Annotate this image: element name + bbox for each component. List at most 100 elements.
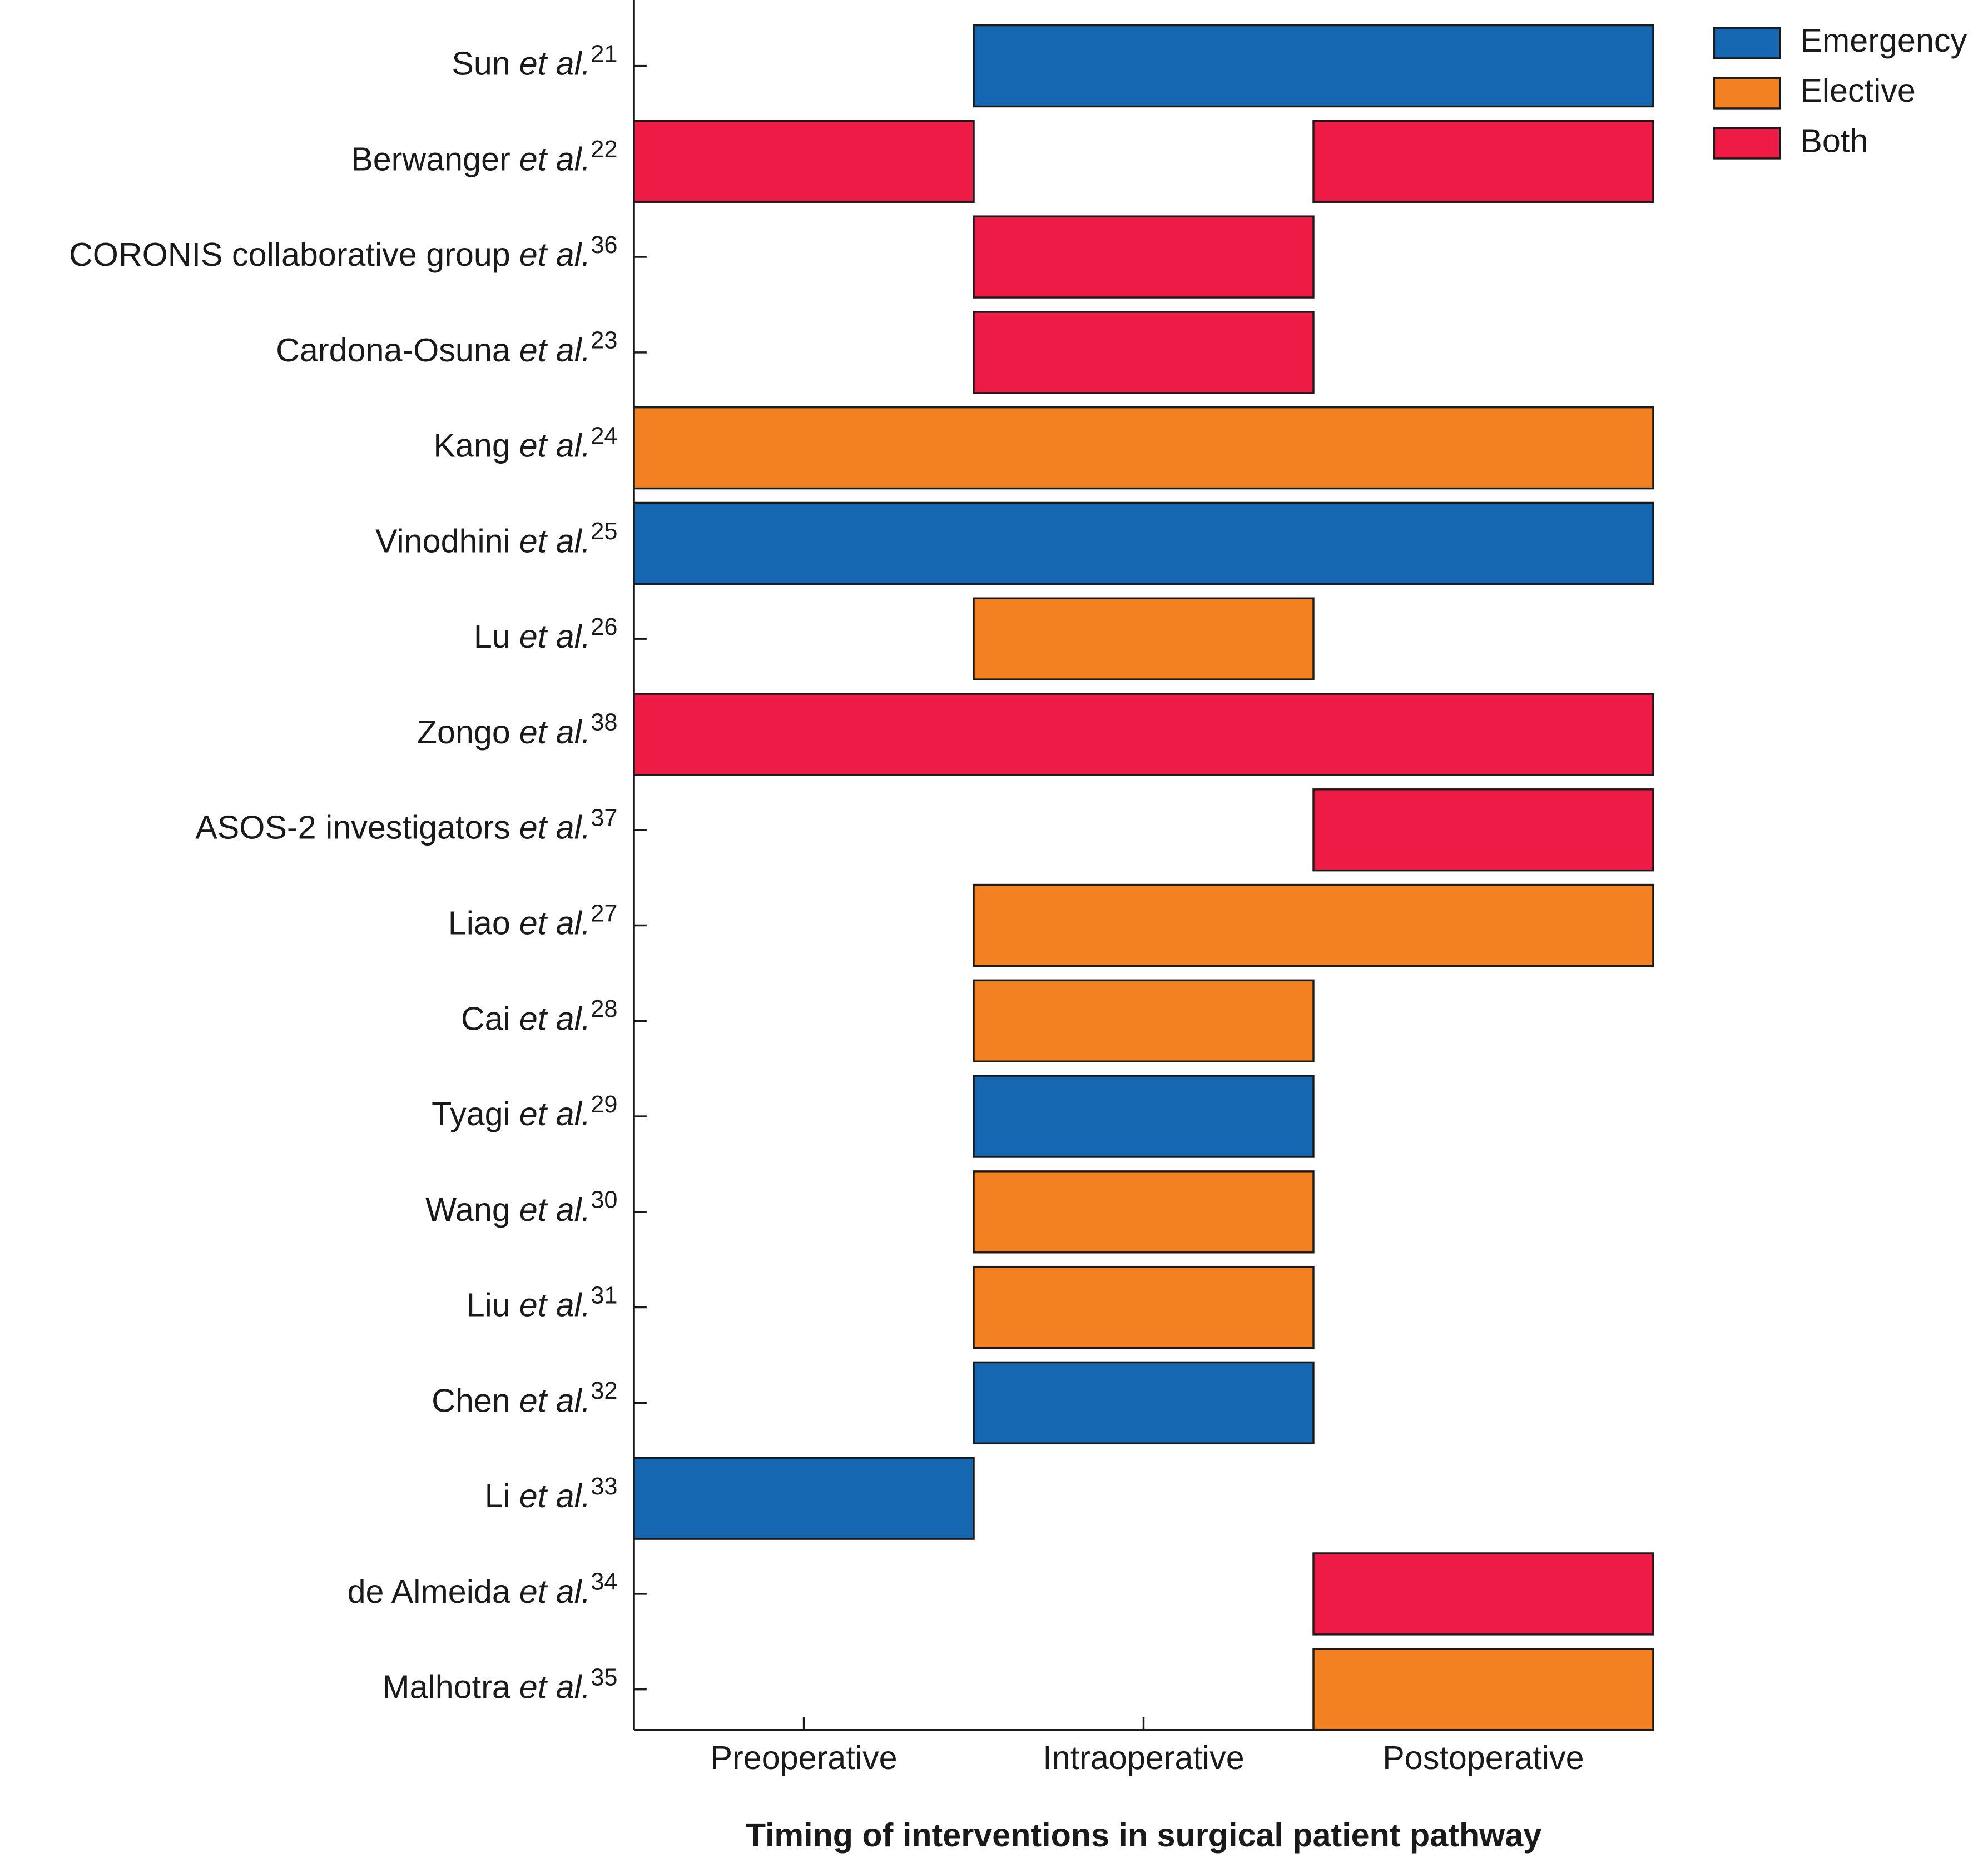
bar: [633, 501, 1654, 585]
row-label: Sun et al.21: [452, 41, 617, 82]
study-name: Berwanger: [351, 140, 510, 177]
study-suffix: et al.: [519, 1382, 591, 1419]
study-suffix: et al.: [519, 1668, 591, 1705]
x-tick-label: Postoperative: [1382, 1739, 1584, 1776]
bar: [1312, 120, 1654, 203]
bar: [1312, 1648, 1654, 1731]
study-ref: 23: [591, 327, 617, 354]
study-ref: 36: [591, 232, 617, 259]
legend-label: Emergency: [1800, 22, 1967, 59]
row-label: Cai et al.28: [461, 996, 618, 1036]
row-label: Berwanger et al.22: [351, 137, 617, 177]
study-name: Zongo: [417, 713, 510, 751]
x-tick-label: Preoperative: [711, 1739, 898, 1776]
study-name: Li: [485, 1477, 510, 1514]
study-name: Wang: [425, 1190, 510, 1228]
study-name: CORONIS collaborative group: [69, 236, 510, 273]
row-label: Chen et al.32: [432, 1378, 617, 1419]
row-label: Kang et al.24: [433, 423, 617, 464]
legend-swatch: [1713, 77, 1781, 110]
bar: [633, 406, 1654, 490]
legend-swatch: [1713, 127, 1781, 160]
study-suffix: et al.: [519, 1095, 591, 1132]
legend-label: Both: [1800, 122, 1868, 159]
row-label: Cardona-Osuna et al.23: [276, 327, 617, 368]
study-suffix: et al.: [519, 1286, 591, 1323]
study-name: Liu: [467, 1286, 510, 1323]
study-name: Tyagi: [432, 1095, 510, 1132]
study-suffix: et al.: [519, 713, 591, 751]
bar: [633, 693, 1654, 776]
bar: [973, 1361, 1315, 1445]
study-name: de Almeida: [348, 1573, 510, 1610]
row-label: Wang et al.30: [425, 1187, 617, 1228]
x-tick-label: Intraoperative: [1043, 1739, 1244, 1776]
study-name: Lu: [474, 618, 510, 655]
bar: [973, 883, 1654, 967]
study-ref: 37: [591, 805, 617, 832]
study-name: Vinodhini: [375, 522, 510, 559]
study-ref: 27: [591, 901, 617, 927]
study-name: ASOS-2 investigators: [195, 808, 510, 846]
study-suffix: et al.: [519, 140, 591, 177]
study-ref: 31: [591, 1283, 617, 1309]
study-name: Chen: [432, 1382, 510, 1419]
row-label: Li et al.33: [485, 1473, 618, 1514]
study-name: Liao: [448, 904, 510, 941]
study-ref: 21: [591, 41, 617, 68]
study-ref: 33: [591, 1473, 617, 1500]
study-suffix: et al.: [519, 522, 591, 559]
x-axis-title: Timing of interventions in surgical pati…: [746, 1816, 1541, 1854]
study-ref: 25: [591, 519, 617, 545]
row-label: Zongo et al.38: [417, 709, 618, 750]
row-label: Liao et al.27: [448, 901, 618, 941]
legend-swatch: [1713, 27, 1781, 59]
row-label: Tyagi et al.29: [432, 1091, 617, 1132]
row-label: Liu et al.31: [467, 1283, 618, 1323]
study-suffix: et al.: [519, 1190, 591, 1228]
row-label: Vinodhini et al.25: [375, 519, 617, 559]
study-suffix: et al.: [519, 1000, 591, 1037]
bar: [1312, 1552, 1654, 1636]
study-name: Malhotra: [382, 1668, 510, 1705]
study-suffix: et al.: [519, 236, 591, 273]
study-ref: 29: [591, 1091, 617, 1118]
row-label: CORONIS collaborative group et al.36: [69, 232, 617, 272]
bar: [973, 1075, 1315, 1158]
bar: [973, 311, 1315, 394]
study-ref: 28: [591, 996, 617, 1022]
study-suffix: et al.: [519, 44, 591, 82]
study-suffix: et al.: [519, 808, 591, 846]
bar: [973, 979, 1315, 1062]
study-ref: 26: [591, 614, 617, 640]
study-name: Sun: [452, 44, 510, 82]
bar: [973, 1170, 1315, 1254]
bar: [973, 597, 1315, 680]
legend-label: Elective: [1800, 72, 1916, 109]
study-ref: 34: [591, 1569, 617, 1596]
study-ref: 32: [591, 1378, 617, 1405]
study-suffix: et al.: [519, 1477, 591, 1514]
row-label: de Almeida et al.34: [348, 1569, 618, 1609]
bar: [973, 24, 1654, 108]
bar: [1312, 788, 1654, 872]
row-label: Malhotra et al.35: [382, 1665, 617, 1705]
study-suffix: et al.: [519, 904, 591, 941]
study-name: Cai: [461, 1000, 510, 1037]
study-ref: 38: [591, 709, 617, 736]
bar: [973, 1265, 1315, 1349]
bar: [973, 215, 1315, 299]
study-name: Kang: [433, 426, 510, 464]
study-suffix: et al.: [519, 426, 591, 464]
study-ref: 22: [591, 137, 617, 163]
study-ref: 24: [591, 423, 617, 450]
row-label: ASOS-2 investigators et al.37: [195, 805, 617, 846]
study-name: Cardona-Osuna: [276, 331, 510, 369]
study-suffix: et al.: [519, 331, 591, 369]
bar: [633, 1457, 975, 1540]
bar: [633, 120, 975, 203]
study-ref: 35: [591, 1665, 617, 1691]
study-suffix: et al.: [519, 1573, 591, 1610]
